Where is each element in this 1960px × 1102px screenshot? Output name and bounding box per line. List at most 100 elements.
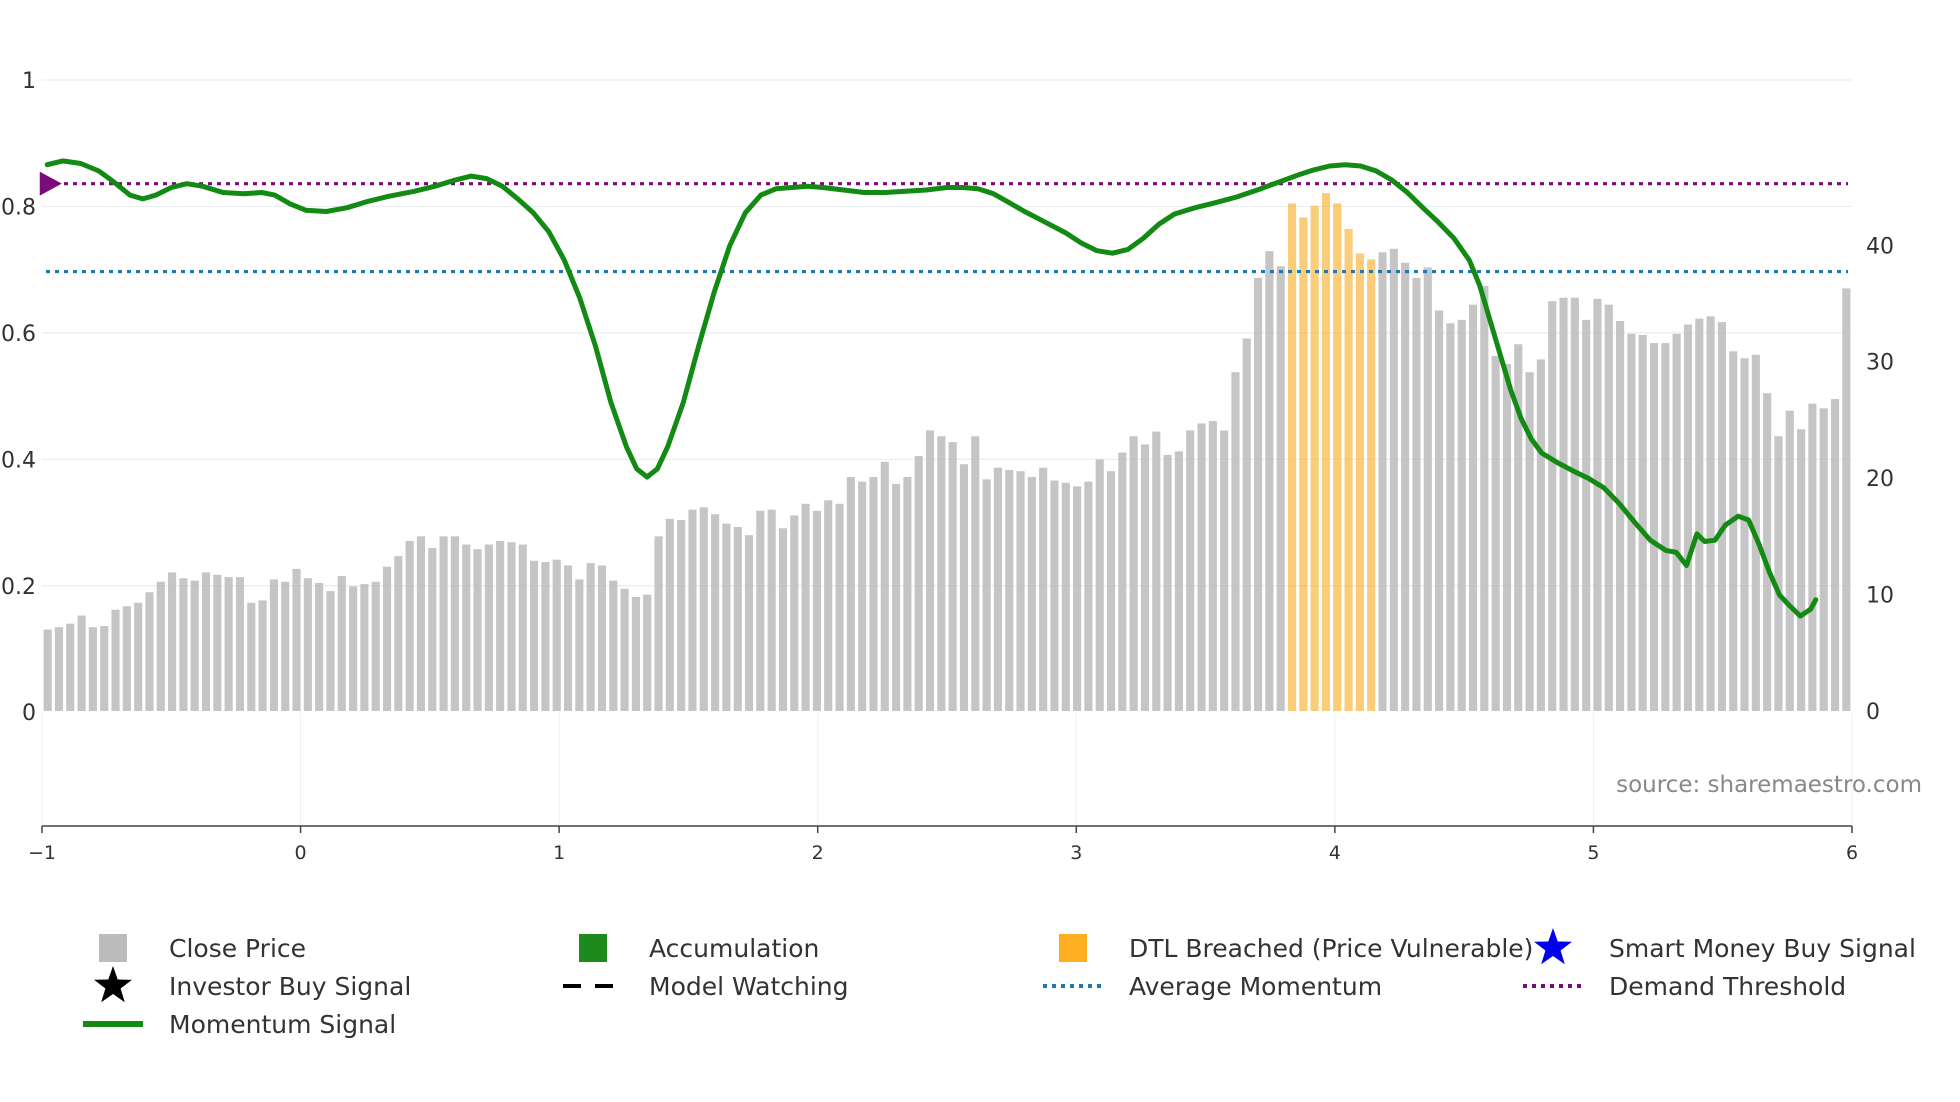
legend-item: Average Momentum — [1043, 972, 1382, 1001]
x-tick-label: 5 — [1587, 842, 1599, 864]
close-price-bar — [1231, 372, 1240, 711]
close-price-bars — [43, 192, 1851, 712]
close-price-bar — [1039, 467, 1048, 711]
close-price-bar — [665, 518, 674, 711]
x-tick-label: 1 — [553, 842, 565, 864]
close-price-bar — [1740, 358, 1749, 711]
close-price-bar — [507, 542, 516, 711]
legend-item: Demand Threshold — [1523, 972, 1846, 1001]
dtl-breached-bar — [1287, 203, 1297, 711]
close-price-bar — [1208, 421, 1217, 711]
close-price-bar — [778, 528, 788, 711]
close-price-bar — [1118, 452, 1127, 711]
close-price-bar — [122, 606, 131, 711]
close-price-bar — [1423, 267, 1432, 711]
x-tick-label: 4 — [1329, 842, 1341, 864]
close-price-bar — [631, 596, 640, 711]
close-price-bar — [925, 430, 935, 711]
close-price-bar — [914, 456, 923, 711]
close-price-bar — [405, 541, 414, 711]
close-price-bar — [179, 578, 188, 711]
close-price-bar — [1174, 451, 1183, 711]
close-price-bar — [100, 626, 109, 711]
dtl-breached-bar — [1333, 203, 1342, 711]
close-price-bar — [168, 572, 177, 711]
reference-lines — [46, 182, 1848, 274]
close-price-bar — [224, 577, 233, 711]
dtl-breached-bar — [1299, 217, 1308, 711]
legend-item: Accumulation — [579, 934, 819, 963]
close-price-bar — [1468, 304, 1478, 711]
left-tick-label: 0.2 — [1, 575, 36, 600]
legend-label: Momentum Signal — [169, 1010, 396, 1039]
legend-label: Investor Buy Signal — [169, 972, 411, 1001]
legend-item: Investor Buy Signal — [94, 966, 411, 1003]
close-price-bar — [1559, 297, 1568, 711]
close-price-bar — [597, 565, 607, 711]
close-price-bar — [1593, 298, 1602, 711]
close-price-bar — [326, 591, 335, 711]
close-price-bar — [1435, 310, 1444, 711]
legend-label: Average Momentum — [1129, 972, 1382, 1001]
close-price-bar — [201, 572, 211, 711]
right-tick-label: 40 — [1866, 234, 1894, 259]
close-price-bar — [699, 507, 708, 711]
close-price-bar — [1129, 436, 1138, 711]
close-price-bar — [1265, 251, 1274, 711]
close-price-bar — [1276, 266, 1285, 711]
close-price-bar — [371, 581, 380, 711]
close-price-bar — [484, 544, 493, 711]
close-price-bar — [937, 436, 946, 711]
close-price-bar — [1457, 319, 1466, 711]
grid-lines — [41, 79, 1853, 826]
close-price-bar — [824, 500, 833, 711]
close-price-bar — [993, 467, 1002, 711]
left-tick-label: 0.6 — [1, 322, 36, 347]
close-price-bar — [1106, 471, 1116, 711]
close-price-bar — [134, 602, 143, 711]
x-tick-label: −1 — [28, 842, 56, 864]
legend-label: Close Price — [169, 934, 306, 963]
close-price-bar — [801, 503, 810, 711]
dtl-breached-bar — [1367, 259, 1376, 711]
close-price-bar — [575, 579, 584, 711]
close-price-bar — [281, 581, 290, 711]
close-price-bar — [620, 588, 629, 711]
close-price-bar — [1729, 351, 1738, 711]
close-price-bar — [1401, 262, 1410, 711]
close-price-bar — [1582, 319, 1591, 711]
legend: Close Price Accumulation DTL Breached (Pri… — [83, 928, 1916, 1039]
right-tick-label: 0 — [1866, 700, 1880, 725]
legend-label: Demand Threshold — [1609, 972, 1846, 1001]
close-price-bar — [1604, 304, 1613, 711]
close-price-bar — [315, 582, 324, 711]
legend-item: Close Price — [99, 934, 306, 963]
x-tick-label: 2 — [812, 842, 824, 864]
close-price-bar — [971, 436, 980, 711]
close-price-bar — [156, 581, 165, 711]
close-price-bar — [1095, 459, 1104, 711]
x-tick-label: 6 — [1846, 842, 1858, 864]
close-price-bar — [349, 586, 358, 711]
close-price-bar — [609, 580, 618, 711]
legend-swatch — [99, 934, 127, 962]
close-price-bar — [982, 479, 991, 711]
momentum-signal-line — [44, 158, 1819, 619]
close-price-bar — [903, 476, 912, 711]
close-price-bar — [880, 461, 889, 711]
close-price-bar — [416, 536, 426, 711]
dtl-breached-bar — [1310, 205, 1319, 712]
close-price-bar — [360, 584, 369, 711]
close-price-bar — [213, 574, 222, 711]
close-price-bar — [1220, 430, 1229, 711]
close-price-bar — [292, 568, 301, 711]
close-price-bar — [1672, 333, 1681, 711]
close-price-bar — [563, 565, 573, 711]
close-price-bar — [1491, 355, 1500, 711]
close-price-bar — [428, 548, 437, 711]
close-price-bar — [1412, 277, 1421, 711]
left-tick-label: 0.4 — [1, 448, 36, 473]
close-price-bar — [677, 520, 686, 711]
